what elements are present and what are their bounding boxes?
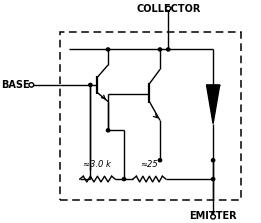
Circle shape: [166, 6, 171, 11]
Text: BASE: BASE: [2, 80, 30, 90]
Circle shape: [167, 48, 170, 51]
Circle shape: [122, 178, 126, 181]
Circle shape: [211, 178, 215, 181]
Text: ≈25: ≈25: [140, 160, 158, 169]
Circle shape: [158, 48, 162, 51]
Polygon shape: [206, 85, 220, 124]
Circle shape: [106, 129, 110, 132]
Circle shape: [89, 83, 92, 87]
Circle shape: [106, 48, 110, 51]
Circle shape: [211, 159, 215, 162]
Text: EMITTER: EMITTER: [189, 211, 237, 221]
Text: ≈3.0 k: ≈3.0 k: [84, 160, 111, 169]
Circle shape: [158, 159, 162, 162]
Text: COLLECTOR: COLLECTOR: [136, 4, 200, 14]
Circle shape: [211, 215, 216, 219]
Circle shape: [29, 83, 34, 87]
